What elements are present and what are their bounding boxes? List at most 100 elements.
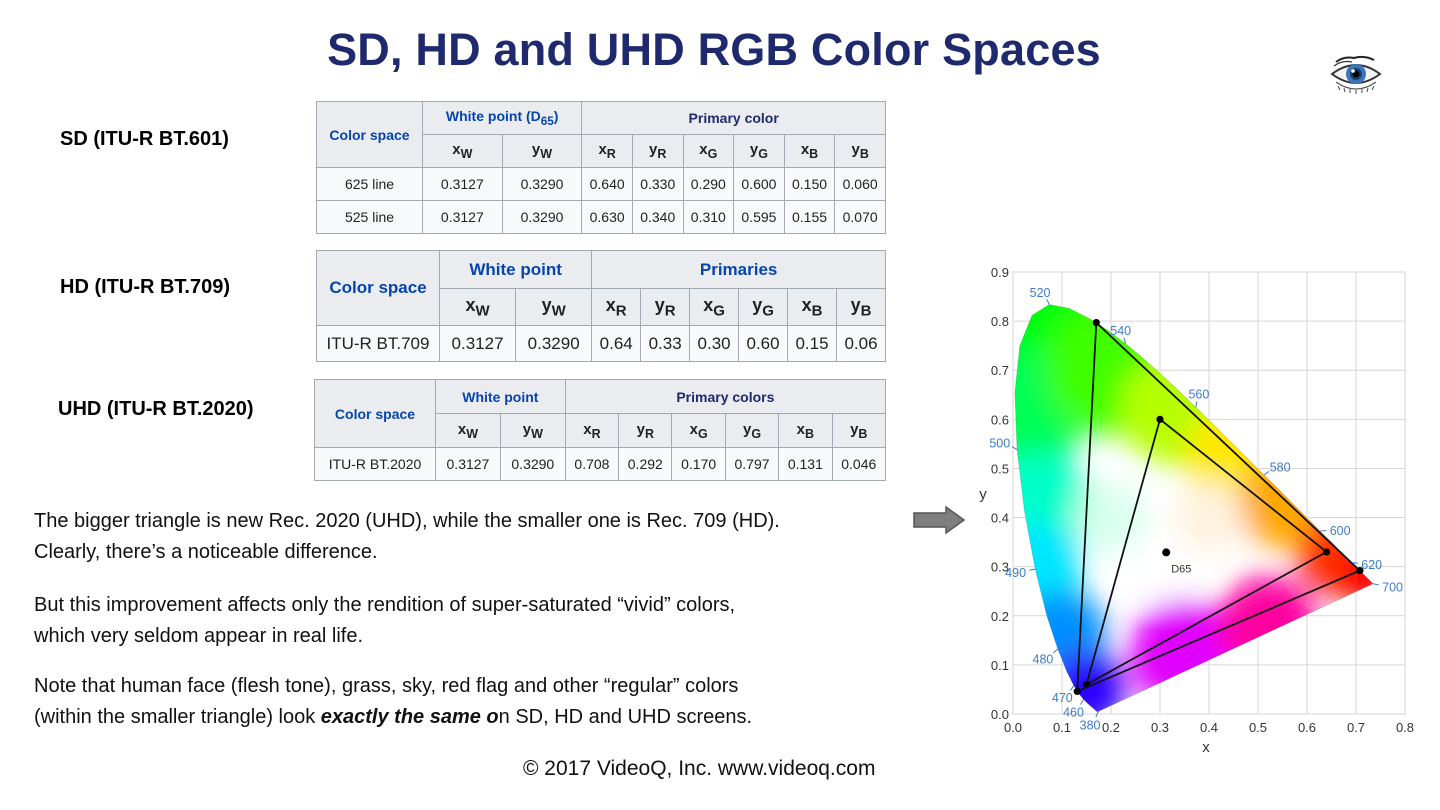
white-point-label: D65: [1171, 563, 1191, 575]
paragraph-triangles: The bigger triangle is new Rec. 2020 (UH…: [34, 506, 914, 568]
paragraph-regular-colors: Note that human face (flesh tone), grass…: [34, 671, 914, 733]
hd-label: HD (ITU-R BT.709): [60, 276, 231, 298]
y-tick-label: 0.9: [991, 265, 1009, 280]
text-line: But this improvement affects only the re…: [34, 594, 736, 616]
gamut-fill: [1014, 304, 1374, 712]
y-tick-label: 0.5: [991, 461, 1009, 476]
row-name: 625 line: [316, 167, 423, 201]
sd-col-yg: yG: [733, 134, 785, 168]
text-line: Note that human face (flesh tone), grass…: [34, 675, 739, 697]
table-cell: 0.131: [778, 447, 833, 481]
table-cell: 0.30: [689, 325, 740, 362]
uhd-col-yb: yB: [831, 413, 887, 448]
table-cell: 0.708: [564, 447, 620, 481]
sd-col-xg: xG: [682, 134, 735, 168]
text-line: which very seldom appear in real life.: [34, 625, 364, 647]
uhd-white-point-header: White point: [435, 379, 566, 414]
row-name: ITU-R BT.2020: [314, 447, 436, 481]
sd-col-xb: xB: [783, 134, 836, 168]
y-tick-label: 0.1: [991, 658, 1009, 673]
uhd-label: UHD (ITU-R BT.2020): [58, 398, 254, 420]
wavelength-tick: [1080, 699, 1084, 705]
gamut-triangles: [1014, 304, 1374, 712]
sd-col-yb: yB: [834, 134, 886, 168]
table-cell: 0.3127: [438, 325, 517, 362]
hd-color-space-header: Color space: [316, 250, 440, 326]
sd-label: SD (ITU-R BT.601): [60, 128, 229, 150]
table-cell: 0.3127: [422, 200, 503, 234]
uhd-col-xb: xB: [778, 413, 833, 448]
table-cell: 0.3290: [501, 167, 583, 201]
wavelength-label: 540: [1110, 324, 1131, 338]
table-cell: 0.64: [591, 325, 642, 362]
table-cell: 0.3127: [435, 447, 501, 481]
wavelength-tick: [1372, 583, 1379, 586]
wavelength-label: 490: [1005, 566, 1026, 580]
x-tick-label: 0.3: [1151, 720, 1169, 735]
table-cell: 0.340: [631, 200, 684, 234]
wavelength-tick: [1351, 562, 1358, 564]
wavelength-label: 520: [1030, 286, 1051, 300]
wavelength-tick: [1029, 568, 1036, 571]
uhd-col-xg: xG: [671, 413, 726, 448]
wavelength-label: 620: [1361, 558, 1382, 572]
sd-color-space-header: Color space: [316, 101, 423, 168]
text-run: (within the smaller triangle) look: [34, 706, 321, 728]
uhd-col-yr: yR: [618, 413, 673, 448]
uhd-color-space-header: Color space: [314, 379, 436, 448]
primary-point: [1092, 318, 1100, 327]
y-tick-label: 0.8: [991, 314, 1009, 329]
table-cell: 0.595: [733, 200, 785, 234]
table-cell: 0.33: [640, 325, 691, 362]
table-row: ITU-R BT.709 0.3127 0.3290 0.64 0.33 0.3…: [316, 325, 887, 362]
text-run: n SD, HD and UHD screens.: [498, 706, 753, 728]
sd-col-yr: yR: [631, 134, 684, 168]
x-tick-label: 0.5: [1249, 720, 1267, 735]
x-tick-label: 0.0: [1004, 720, 1022, 735]
primary-point: [1073, 687, 1081, 696]
table-cell: 0.3290: [515, 325, 593, 362]
cie-chromaticity-chart: 0.0 0.1 0.2 0.3 0.4 0.5 0.6 0.7 0.8 0.0 0.1 0.2 0.3 0…: [975, 255, 1420, 760]
y-axis-label: y: [979, 486, 987, 503]
color-region: [1174, 482, 1244, 553]
wavelength-label: 560: [1188, 387, 1209, 401]
y-tick-label: 0.4: [991, 511, 1009, 526]
y-tick-label: 0.6: [991, 412, 1009, 427]
wavelength-label: 700: [1382, 581, 1403, 595]
axis-ticks: 0.0 0.1 0.2 0.3 0.4 0.5 0.6 0.7 0.8 0.0 0.1 0.2 0.3 0…: [991, 265, 1414, 735]
table-cell: 0.070: [834, 200, 886, 234]
sd-primary-header: Primary color: [581, 101, 886, 135]
uhd-table: Color space White point Primary colors x…: [314, 379, 887, 481]
table-cell: 0.3127: [422, 167, 503, 201]
wavelength-tick: [1095, 711, 1099, 718]
x-tick-label: 0.8: [1396, 720, 1414, 735]
table-cell: 0.290: [682, 167, 735, 201]
wavelength-tick: [1046, 298, 1050, 305]
table-cell: 0.155: [783, 200, 836, 234]
cie-chart-svg: 0.0 0.1 0.2 0.3 0.4 0.5 0.6 0.7 0.8 0.0 0.1 0.2 0.3 0…: [979, 265, 1414, 756]
hd-col-yr: yR: [640, 288, 691, 326]
wavelength-tick: [1123, 337, 1126, 344]
wavelength-label: 600: [1330, 524, 1351, 538]
sd-col-xr: xR: [581, 134, 633, 168]
wavelength-tick: [1052, 648, 1059, 654]
primary-point: [1156, 415, 1164, 423]
table-cell: 0.640: [581, 167, 633, 201]
table-cell: 0.3290: [501, 200, 583, 234]
uhd-col-yg: yG: [724, 413, 780, 448]
gamut-triangle: [1076, 320, 1362, 693]
page-title: SD, HD and UHD RGB Color Spaces: [327, 24, 1101, 75]
table-cell: 0.330: [631, 167, 684, 201]
hd-col-xr: xR: [591, 288, 642, 326]
right-arrow-icon: [912, 505, 966, 539]
hd-table: Color space White point Primaries xW yW …: [316, 250, 887, 362]
uhd-primary-header: Primary colors: [564, 379, 887, 414]
table-cell: 0.3290: [499, 447, 566, 481]
hd-col-yb: yB: [835, 288, 887, 326]
wavelength-label: 500: [989, 437, 1010, 451]
sd-col-yw: yW: [501, 134, 583, 168]
eye-logo-icon: [1330, 52, 1382, 101]
table-cell: 0.046: [831, 447, 887, 481]
table-row: ITU-R BT.2020 0.3127 0.3290 0.708 0.292 …: [314, 447, 887, 481]
white-point-dot: [1162, 548, 1171, 557]
